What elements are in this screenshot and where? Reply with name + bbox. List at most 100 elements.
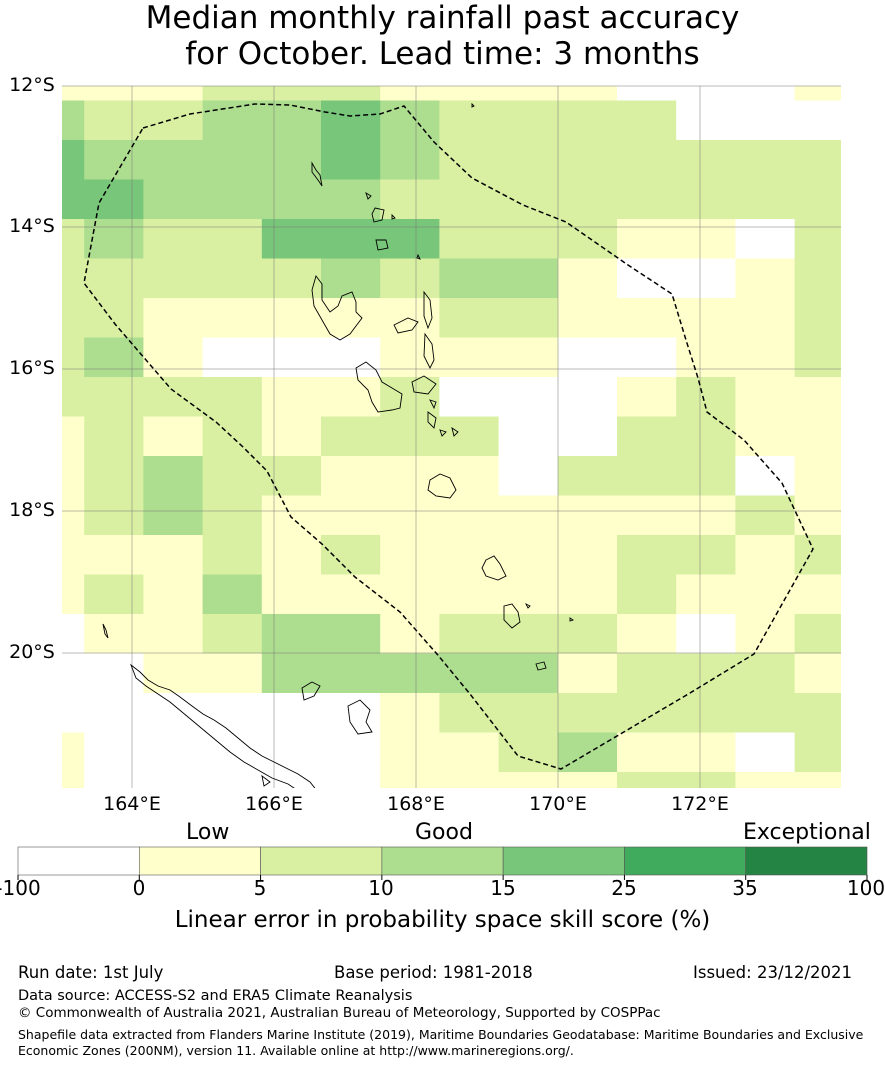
grid-cell (854, 140, 885, 180)
grid-cell (676, 416, 736, 457)
grid-cell (676, 535, 736, 576)
grid-cell (794, 732, 841, 773)
colorbar-tick-minus100: -100 (0, 876, 41, 900)
grid-cell (84, 337, 144, 378)
grid-cell (62, 693, 85, 734)
grid-cell (202, 140, 263, 181)
grid-cell (854, 772, 885, 812)
grid-cell (261, 298, 322, 339)
grid-cell (380, 653, 440, 694)
grid-cell (617, 772, 677, 788)
grid-cell (617, 100, 677, 141)
grid-cell (676, 258, 736, 299)
grid-cell (854, 61, 885, 101)
grid-cell (557, 140, 618, 181)
grid-cell (84, 86, 144, 102)
grid-cell (557, 574, 618, 615)
grid-cell (84, 535, 144, 576)
grid-cell (84, 258, 144, 299)
grid-cell (498, 535, 559, 576)
grid-cell (617, 653, 677, 694)
grid-cell (498, 219, 559, 260)
grid-cell (202, 416, 263, 457)
grid-cell (84, 100, 144, 141)
grid-cell (617, 258, 677, 299)
grid-cell (498, 416, 559, 457)
grid-cell (202, 377, 263, 418)
grid-cell (62, 377, 85, 418)
grid-cell (62, 179, 85, 220)
grid-cell (62, 732, 85, 773)
grid-cell (794, 653, 841, 694)
colorbar-tick-0: 0 (132, 876, 146, 900)
grid-cell (439, 416, 500, 457)
grid-cell (676, 219, 736, 260)
title-line-1: Median monthly rainfall past accuracy (145, 0, 740, 36)
grid-cell (735, 179, 796, 220)
grid-cell (854, 654, 885, 694)
colorbar-segment (502, 846, 625, 876)
grid-cell (557, 179, 618, 220)
grid-cell (143, 535, 204, 576)
grid-cell (84, 772, 144, 788)
grid-cell (439, 732, 500, 773)
grid-cell (202, 298, 263, 339)
grid-cell (794, 614, 841, 655)
grid-cell (380, 140, 440, 181)
grid-cell (794, 377, 841, 418)
grid-cell (854, 377, 885, 417)
grid-cell (617, 456, 677, 497)
grid-cell (380, 535, 440, 576)
grid-cell (261, 377, 322, 418)
grid-cell (143, 416, 204, 457)
grid-cell (617, 732, 677, 773)
grid-cell (143, 140, 204, 181)
grid-cell (617, 495, 677, 536)
erromango (481, 555, 507, 581)
grid-cell (439, 535, 500, 576)
colorbar-segment (138, 846, 261, 876)
grid-cell (617, 693, 677, 734)
colorbar-category-good: Good (415, 820, 473, 845)
aneityum (535, 661, 547, 671)
grid-cell (62, 772, 85, 788)
grid-cell (557, 86, 618, 102)
grid-cell (84, 298, 144, 339)
grid-cell (735, 732, 796, 773)
grid-cell (735, 219, 796, 260)
grid-cell (498, 456, 559, 497)
base-period: Base period: 1981-2018 (334, 963, 533, 982)
grid-cell (617, 535, 677, 576)
grid-cell (84, 812, 144, 852)
grid-cell (202, 732, 263, 773)
grid-cell (84, 416, 144, 457)
grid-cell (676, 86, 736, 102)
grid-cell (557, 495, 618, 536)
skill-grid (62, 61, 885, 852)
grid-cell (498, 86, 559, 102)
grid-cell (854, 417, 885, 457)
grid-cell (261, 416, 322, 457)
grid-cell (202, 179, 263, 220)
grid-cell (439, 693, 500, 734)
grid-cell (735, 653, 796, 694)
futuna (569, 617, 575, 622)
grid-cell (261, 495, 322, 536)
grid-cell (735, 377, 796, 418)
copyright: © Commonwealth of Australia 2021, Austra… (18, 1005, 661, 1021)
grid-cell (62, 416, 85, 457)
grid-cell (439, 574, 500, 615)
grid-cell (62, 574, 85, 615)
grid-cell (676, 100, 736, 141)
grid-cell (84, 140, 144, 181)
grid-cell (261, 574, 322, 615)
grid-cell (498, 574, 559, 615)
grid-cell (557, 100, 618, 141)
grid-cell (676, 812, 736, 852)
grid-cell (62, 86, 85, 102)
grid-cell (439, 377, 500, 418)
colorbar-segment (745, 846, 868, 876)
lon-label-172e: 172°E (671, 793, 729, 815)
grid-cell (202, 772, 263, 788)
